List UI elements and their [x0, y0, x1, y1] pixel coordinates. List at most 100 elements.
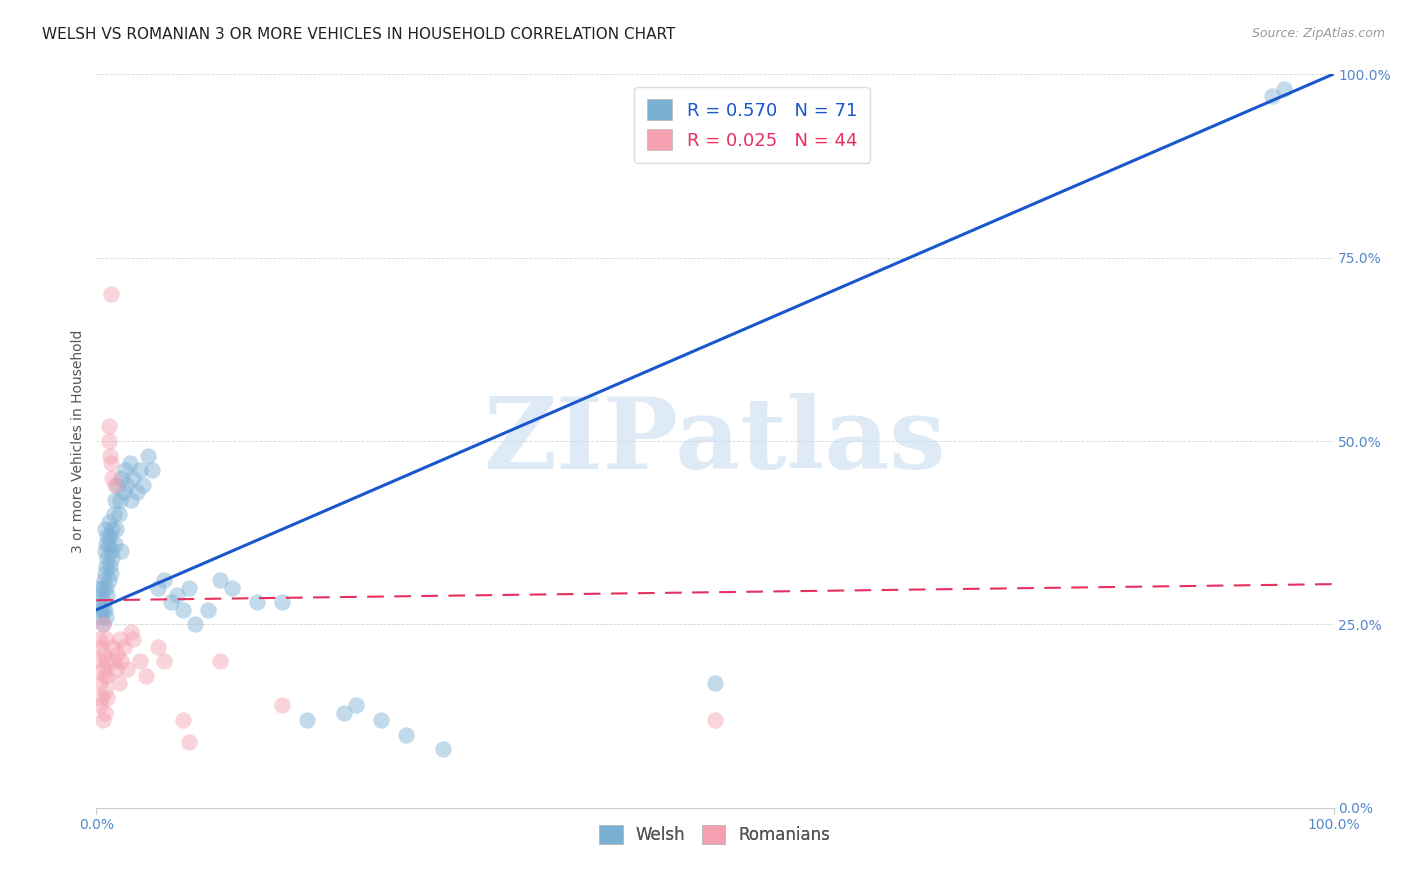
Point	[96, 537, 118, 551]
Point	[166, 588, 188, 602]
Point	[209, 654, 232, 668]
Point	[91, 603, 114, 617]
Point	[93, 595, 115, 609]
Point	[91, 617, 114, 632]
Point	[93, 574, 115, 588]
Point	[1260, 89, 1282, 103]
Point	[159, 595, 181, 609]
Point	[1272, 81, 1295, 95]
Point	[89, 698, 111, 713]
Point	[105, 522, 128, 536]
Point	[91, 581, 114, 595]
Point	[703, 713, 725, 727]
Point	[100, 566, 122, 581]
Point	[246, 595, 269, 609]
Point	[89, 676, 111, 690]
Point	[148, 640, 170, 654]
Point	[179, 735, 201, 749]
Point	[112, 640, 135, 654]
Point	[271, 595, 294, 609]
Point	[100, 544, 122, 558]
Point	[179, 581, 201, 595]
Point	[117, 478, 139, 492]
Point	[100, 287, 122, 301]
Point	[107, 508, 129, 522]
Point	[108, 492, 131, 507]
Y-axis label: 3 or more Vehicles in Household: 3 or more Vehicles in Household	[72, 329, 86, 553]
Point	[221, 581, 243, 595]
Point	[98, 529, 121, 543]
Point	[97, 419, 120, 434]
Point	[105, 647, 128, 661]
Point	[103, 654, 125, 668]
Point	[96, 610, 118, 624]
Point	[94, 683, 117, 698]
Point	[100, 456, 122, 470]
Point	[120, 492, 142, 507]
Text: WELSH VS ROMANIAN 3 OR MORE VEHICLES IN HOUSEHOLD CORRELATION CHART: WELSH VS ROMANIAN 3 OR MORE VEHICLES IN …	[42, 27, 675, 42]
Point	[87, 632, 110, 647]
Point	[120, 624, 142, 639]
Point	[128, 654, 150, 668]
Point	[135, 669, 157, 683]
Point	[90, 610, 112, 624]
Point	[153, 654, 176, 668]
Point	[114, 463, 136, 477]
Point	[110, 544, 132, 558]
Point	[344, 698, 367, 713]
Point	[94, 566, 117, 581]
Point	[96, 581, 118, 595]
Point	[94, 522, 117, 536]
Point	[97, 434, 120, 448]
Point	[103, 508, 125, 522]
Point	[122, 471, 145, 485]
Point	[93, 647, 115, 661]
Point	[90, 588, 112, 602]
Point	[96, 669, 118, 683]
Point	[91, 617, 114, 632]
Point	[172, 603, 194, 617]
Point	[136, 449, 159, 463]
Point	[104, 492, 127, 507]
Point	[703, 676, 725, 690]
Point	[104, 478, 127, 492]
Point	[91, 661, 114, 675]
Point	[112, 485, 135, 500]
Point	[104, 537, 127, 551]
Point	[98, 449, 121, 463]
Point	[94, 706, 117, 720]
Point	[370, 713, 392, 727]
Point	[118, 456, 141, 470]
Point	[97, 537, 120, 551]
Point	[148, 581, 170, 595]
Point	[128, 463, 150, 477]
Point	[90, 640, 112, 654]
Point	[89, 603, 111, 617]
Point	[110, 654, 132, 668]
Point	[197, 603, 219, 617]
Point	[108, 632, 131, 647]
Point	[89, 581, 111, 595]
Point	[96, 632, 118, 647]
Point	[96, 690, 118, 705]
Point	[101, 551, 124, 566]
Point	[117, 661, 139, 675]
Point	[96, 558, 118, 573]
Point	[333, 706, 356, 720]
Point	[122, 632, 145, 647]
Point	[127, 485, 149, 500]
Point	[101, 522, 124, 536]
Point	[94, 544, 117, 558]
Point	[94, 603, 117, 617]
Point	[101, 640, 124, 654]
Point	[107, 676, 129, 690]
Point	[87, 595, 110, 609]
Point	[96, 588, 118, 602]
Point	[153, 574, 176, 588]
Point	[105, 661, 128, 675]
Point	[395, 728, 418, 742]
Point	[432, 742, 454, 756]
Point	[184, 617, 207, 632]
Point	[93, 669, 115, 683]
Point	[141, 463, 163, 477]
